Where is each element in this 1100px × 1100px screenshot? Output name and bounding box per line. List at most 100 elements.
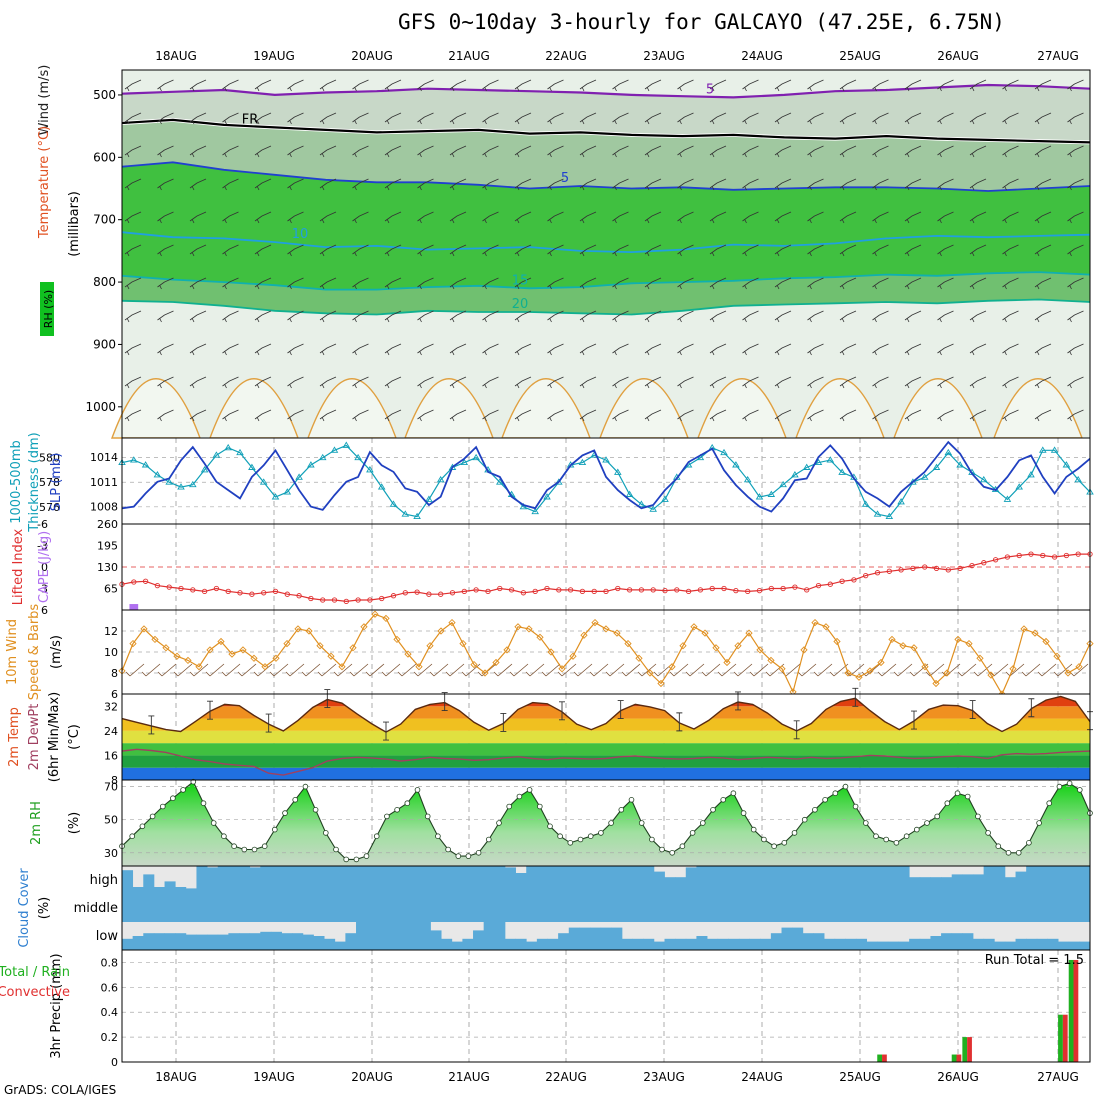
wind10-marker [580, 631, 588, 639]
wind-barb [1002, 112, 1019, 125]
cloud-bar [962, 874, 974, 894]
wind-barb [514, 112, 532, 125]
precip-panel-frame [121, 949, 1091, 1063]
cloud-bar [324, 938, 336, 950]
lifted-marker [733, 587, 739, 594]
wind-barb [319, 145, 337, 158]
wind-barb [222, 277, 239, 290]
wind-barb [612, 112, 629, 125]
cloud-bar [664, 877, 676, 894]
wind-barb [612, 409, 629, 422]
wind-barb [937, 244, 954, 257]
lifted-marker [556, 587, 562, 593]
wind10-marker [173, 652, 181, 660]
wind-barb [287, 277, 304, 290]
wind-barb [1067, 376, 1084, 389]
cloud-bar [813, 866, 825, 894]
cloud-bar [260, 866, 272, 894]
precip-conv-bar [956, 1054, 962, 1062]
credit-label: GrADS: COLA/IGES [4, 1083, 117, 1097]
thickness-marker [944, 448, 953, 456]
wind-barb [157, 178, 174, 191]
wind10-barb [925, 663, 945, 677]
wind10-marker [283, 639, 291, 648]
wind-barb [384, 112, 402, 125]
cloud-bar [770, 866, 782, 894]
cloud-bar [994, 894, 1006, 922]
wind-barb [222, 79, 239, 92]
wind-barb [872, 376, 889, 389]
cloud-bar [239, 866, 251, 894]
rh2m-marker [649, 836, 655, 843]
lifted-marker [414, 589, 420, 595]
cloud-bar [983, 938, 995, 950]
cloud-bar [760, 894, 772, 922]
wind10-marker [756, 646, 764, 654]
rh2m-marker [659, 846, 665, 853]
wind-barb [124, 310, 142, 323]
wind-barb [937, 145, 954, 158]
pressure-tick-label: 500 [93, 88, 116, 102]
wind-barb [319, 112, 337, 125]
cloud-bar [685, 894, 697, 922]
thickness-marker [472, 453, 480, 461]
wind-barb [514, 145, 532, 158]
cape-tick-label: 65 [104, 583, 118, 596]
wind10-barb [557, 663, 577, 677]
wind-barb [352, 244, 369, 257]
cloud-bar [1068, 941, 1080, 950]
wind10-marker [1009, 665, 1017, 673]
isotherm-line [121, 161, 1091, 192]
rh2m-marker [526, 787, 533, 793]
wind-barb [287, 112, 304, 125]
dewpoint-series [121, 748, 1091, 776]
cloud-bar [228, 933, 240, 950]
wind-barb [937, 310, 954, 323]
cloud-bar [313, 866, 325, 894]
cloud-bar [334, 894, 346, 922]
wind-barb [774, 211, 792, 224]
wind-barb [677, 277, 694, 290]
wind-barb [1067, 277, 1084, 290]
cloud-bar [409, 922, 421, 950]
wind-barb [514, 343, 532, 356]
wind-barb [872, 79, 889, 92]
wind-barb [417, 343, 434, 356]
wind10-barb [1021, 663, 1041, 677]
wind-barb [514, 79, 532, 92]
cloud-bar [122, 870, 134, 894]
rh-tick-label: 70 [104, 781, 118, 794]
cloud-bar [1058, 894, 1070, 922]
wind-barb [319, 409, 337, 422]
cloud-bar [994, 866, 1006, 894]
wind10-marker [404, 650, 412, 658]
thickness-marker [779, 480, 787, 488]
wind-barb [579, 244, 597, 257]
cloud-bar [270, 931, 282, 950]
diurnal-hump [992, 378, 1084, 439]
rh2m-marker [740, 810, 747, 816]
wind-barb [774, 112, 792, 125]
wind10-barb [733, 663, 753, 677]
thickness-marker [425, 495, 433, 502]
thickness-marker [661, 495, 669, 502]
rh2m-marker [129, 833, 136, 839]
thickness-marker [767, 490, 776, 497]
cloud-bar [132, 894, 144, 922]
cloud-bar [185, 888, 197, 894]
wind-barb [839, 145, 857, 158]
cloud-bar [377, 922, 389, 950]
cloud-bar [419, 922, 431, 950]
wind-barb [157, 343, 174, 356]
side-label: 10m Wind [5, 619, 20, 685]
cloud-bar [536, 894, 548, 922]
wind10-barb [221, 663, 241, 677]
thickness-marker [1027, 471, 1035, 478]
cloud-bar [462, 894, 474, 922]
lifted-marker [603, 588, 609, 595]
isotherm-line [121, 298, 1091, 316]
rh2m-marker [975, 813, 981, 820]
wind10-barb [797, 663, 817, 677]
thickness-marker [460, 458, 469, 466]
thickness-marker [920, 473, 929, 480]
